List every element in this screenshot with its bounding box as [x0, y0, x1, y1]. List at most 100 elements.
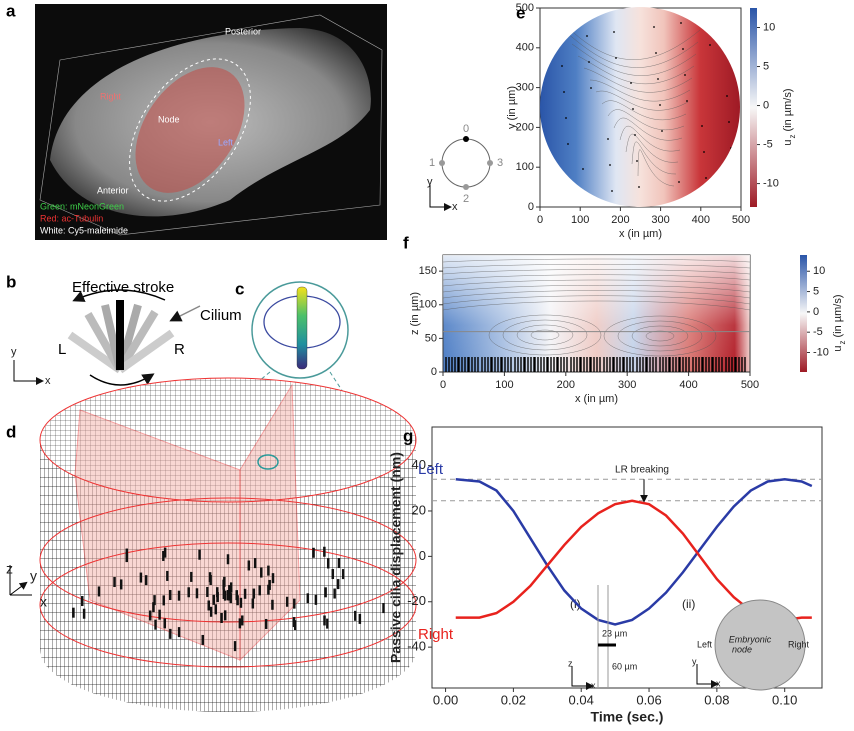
inset-axis: x: [452, 201, 458, 213]
annotation: Anterior: [97, 185, 129, 195]
annotation: Right: [100, 91, 122, 101]
annotation: L: [58, 341, 66, 358]
cilium-dot: [590, 87, 592, 89]
cilium-dot: [703, 151, 705, 153]
inset-axis: y: [427, 176, 433, 188]
x-tick-label: 0: [537, 214, 543, 226]
colorbar-tick-label: -5: [813, 326, 823, 338]
inset-axes: [696, 664, 719, 688]
colorbar-label-unit: (in µm/s): [782, 88, 794, 131]
streamline: [613, 117, 683, 141]
cilium-dot: [701, 125, 703, 127]
vortex: [502, 319, 588, 351]
x-tick-label: 0.06: [636, 692, 661, 707]
colorbar-tick-label: -5: [763, 138, 773, 150]
x-tick-label: 300: [651, 214, 669, 226]
colorbar-label-sub: z: [838, 341, 847, 345]
colorbar-tick-label: 10: [763, 21, 775, 33]
cilium-dot: [611, 190, 613, 192]
cilium-diagram: [13, 289, 201, 386]
vortex: [645, 330, 675, 342]
x-tick-label: 500: [741, 379, 759, 391]
y-tick-label: 40: [412, 457, 426, 472]
vortex: [603, 315, 717, 357]
inset-node-label: 3: [497, 157, 503, 169]
vortex: [488, 314, 602, 356]
axis-label: x: [45, 375, 51, 387]
inset-text: 60 µm: [612, 661, 637, 671]
annotation: Posterior: [225, 26, 261, 36]
x-tick-label: 0.02: [501, 692, 526, 707]
y-tick-label: 500: [516, 2, 534, 14]
colorbar: [750, 8, 757, 207]
y-axis-label: y (in µm): [506, 86, 518, 129]
colorbar-tick-label: 0: [813, 306, 819, 318]
y-tick-label: 200: [516, 121, 534, 133]
cilium-dot: [588, 61, 590, 63]
legend-text: Red: ac-Tubulin: [40, 213, 103, 223]
cilium-dot: [632, 108, 634, 110]
axis-label: z: [6, 561, 13, 577]
panel-label: d: [6, 422, 16, 441]
x-tick-label: 500: [732, 214, 750, 226]
vortex: [530, 329, 560, 341]
inset-node-label: 0: [463, 123, 469, 135]
legend-text: Green: mNeonGreen: [40, 201, 124, 211]
inset-node-label: 1: [429, 157, 435, 169]
panel-label: g: [403, 426, 413, 445]
streamline: [442, 279, 751, 287]
y-tick-label: 50: [425, 332, 437, 344]
streamline: [442, 285, 751, 293]
y-tick-label: 0: [419, 548, 426, 563]
streamline: [619, 125, 681, 152]
inset-axis: y: [692, 656, 697, 666]
annotation: Left: [218, 137, 234, 147]
panel-label: f: [403, 233, 409, 252]
cilium-dot: [561, 65, 563, 67]
x-tick-label: 100: [495, 379, 513, 391]
colorbar-label: uz (in µm/s): [832, 294, 847, 351]
cilium-dot: [655, 52, 657, 54]
x-tick-label: 200: [557, 379, 575, 391]
cilium-dot: [728, 121, 730, 123]
panel-label: e: [516, 3, 525, 22]
axis-label: y: [30, 568, 37, 584]
streamline: [601, 100, 687, 121]
vortex: [617, 320, 703, 352]
annotation: (ii): [682, 597, 695, 611]
node-stain: [135, 67, 245, 193]
annotation: Effective stroke: [72, 279, 174, 296]
mesh-domain: [9, 377, 417, 712]
streamline: [442, 290, 751, 299]
cilium-dot: [567, 143, 569, 145]
inset-text: Right: [788, 639, 810, 649]
streamline: [442, 258, 751, 263]
streamline: [571, 43, 697, 76]
inset-text: Embryonic: [729, 634, 772, 644]
y-tick-label: -40: [407, 639, 426, 654]
x-tick-label: 0: [440, 379, 446, 391]
annotation: LR breaking: [615, 465, 669, 476]
y-tick-label: 0: [431, 366, 437, 378]
streamline: [625, 133, 679, 163]
streamline: [442, 295, 751, 305]
streamline: [442, 300, 751, 311]
y-tick-label: 100: [419, 299, 437, 311]
inset-axis: z: [568, 658, 573, 668]
colorbar-tick-label: -10: [763, 177, 779, 189]
vortex: [516, 324, 574, 346]
x-tick-label: 100: [571, 214, 589, 226]
cilium-dot: [709, 44, 711, 46]
x-axis-label: x (in µm): [619, 228, 662, 240]
inset-text: node: [732, 644, 752, 654]
streamline: [559, 19, 701, 60]
colorbar-label-unit: (in µm/s): [832, 294, 844, 337]
series-label: Right: [418, 626, 454, 643]
streamline: [583, 67, 693, 93]
y-tick-label: 300: [516, 82, 534, 94]
cilium-dot: [565, 117, 567, 119]
x-tick-label: 300: [618, 379, 636, 391]
y-tick-label: 400: [516, 42, 534, 54]
x-tick-label: 0.10: [772, 692, 797, 707]
streamline: [595, 90, 689, 111]
